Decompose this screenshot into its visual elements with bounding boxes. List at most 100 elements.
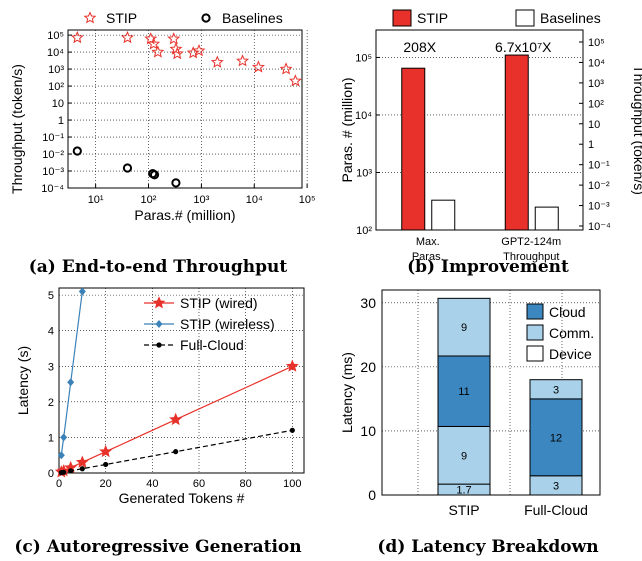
scatter-point-stip <box>147 37 161 50</box>
x-tick-label: STIP <box>448 502 479 518</box>
segment-value-label: 1.7 <box>456 485 471 497</box>
chart-autoregressive-generation: 0 1 2 3 4 5 0 20 40 60 80 100 Generated Tokens # Late… <box>15 287 305 506</box>
legend-swatch-comm <box>526 324 544 341</box>
scatter-point-stip <box>210 55 224 68</box>
y-tick-label-right: 10⁻¹ <box>588 160 610 172</box>
y-tick-label: 0 <box>368 487 376 503</box>
segment-value-label: 11 <box>458 386 469 398</box>
legend-label-comm: Comm. <box>549 325 594 341</box>
legend-label-baselines: Baselines <box>540 10 601 26</box>
y-tick-label-left: 10² <box>356 225 372 237</box>
stack-segment-comm <box>437 425 491 485</box>
scatter-point-stip <box>151 45 165 58</box>
y-tick-label: 10⁻³ <box>42 166 64 178</box>
series-point-2 <box>61 469 67 475</box>
y-tick-label-right: 10⁻⁴ <box>588 221 611 233</box>
series-point-2 <box>68 468 74 474</box>
y-tick-label: 10 <box>360 423 376 439</box>
bar-stip <box>504 54 529 231</box>
legend-marker-0 <box>152 296 166 309</box>
series-point-1 <box>57 451 65 460</box>
y-tick-label: 5 <box>48 290 54 302</box>
legend-label-cloud: Cloud <box>549 304 586 320</box>
y-tick-label: 10² <box>48 81 64 93</box>
caption-a: (a) End-to-end Throughput <box>29 257 288 277</box>
y-tick-label: 10⁴ <box>47 47 64 59</box>
legend-label-0: STIP (wired) <box>180 295 258 311</box>
x-tick-label: GPT2-124m <box>501 236 561 248</box>
scatter-point-stip <box>251 60 265 73</box>
scatter-point-stip <box>192 43 206 57</box>
segment-value-label: 3 <box>553 480 559 492</box>
y-tick-label: 1 <box>48 432 54 444</box>
y-tick-label-left: 10⁵ <box>355 52 372 64</box>
series-point-0 <box>99 444 113 458</box>
stack-segment-comm <box>437 297 491 357</box>
stack-segment-cloud <box>437 355 491 427</box>
legend-label-baselines: Baselines <box>222 10 283 26</box>
series-point-1 <box>60 433 68 442</box>
segment-value-label: 12 <box>550 432 562 444</box>
x-tick-label: 10⁴ <box>246 194 263 206</box>
scatter-point-stip <box>144 32 158 45</box>
y-tick-label: 10⁻² <box>42 149 64 161</box>
x-tick-label: 0 <box>56 478 62 490</box>
x-tick-label: 10⁵ <box>299 194 316 206</box>
scatter-point-stip <box>167 32 181 45</box>
x-tick-label: Paras. <box>412 251 444 263</box>
bar-stip <box>401 67 426 231</box>
plot-frame <box>375 29 584 231</box>
y-tick-label-right: 10 <box>588 119 600 131</box>
legend-label-1: STIP (wireless) <box>180 316 275 332</box>
scatter-point-stip <box>186 46 200 59</box>
plot-frame <box>58 287 305 474</box>
series-line-1 <box>60 291 83 456</box>
bar-baselines <box>431 199 456 231</box>
legend-marker-stip <box>83 11 97 24</box>
scatter-point-stip <box>70 30 84 44</box>
x-tick-label: Throughput <box>503 251 559 263</box>
stack-segment-cloud <box>529 398 583 477</box>
series-point-2 <box>289 427 295 433</box>
y-tick-label-right: 1 <box>588 139 594 151</box>
y-tick-label: 2 <box>48 397 54 409</box>
y-tick-label: 3 <box>48 361 54 373</box>
chart-latency-breakdown: 0 10 20 30 Latency (ms) 1.7 9 11 9 STIP 3 12 3 Full-C… <box>339 289 601 518</box>
series-point-0 <box>169 412 183 426</box>
series-point-2 <box>79 466 85 472</box>
scatter-point-stip <box>120 30 134 44</box>
series-point-1 <box>78 287 86 296</box>
series-point-0 <box>75 455 89 468</box>
y-tick-label: 4 <box>48 326 54 338</box>
scatter-point-stip <box>288 74 302 87</box>
legend-marker-baselines <box>201 13 211 23</box>
scatter-point-stip <box>279 62 293 75</box>
segment-value-label: 9 <box>461 450 467 462</box>
series-point-2 <box>103 461 109 468</box>
y-tick-label-right: 10⁻² <box>588 180 610 192</box>
bar-baselines <box>534 206 559 231</box>
x-tick-label: 100 <box>283 478 301 490</box>
legend-label-device: Device <box>549 346 592 362</box>
plot-frame <box>67 29 303 189</box>
x-tick-label: 80 <box>240 478 252 490</box>
x-axis-label: Paras.# (million) <box>134 207 235 223</box>
y-tick-label-right: 10⁴ <box>588 57 605 69</box>
caption-d: (d) Latency Breakdown <box>377 537 598 557</box>
scatter-point-stip <box>236 54 250 67</box>
x-tick-label: 10³ <box>193 194 209 206</box>
y-tick-label: 10 <box>52 98 64 110</box>
caption-c: (c) Autoregressive Generation <box>14 537 301 557</box>
y-tick-label: 30 <box>360 295 376 311</box>
y-tick-label: 20 <box>360 359 376 375</box>
series-point-2 <box>173 449 179 455</box>
legend-swatch-baselines <box>515 9 535 27</box>
x-tick-label: 20 <box>100 478 112 490</box>
improvement-annotation: 6.7x10⁷X <box>495 39 552 55</box>
chart-improvement: 10² 10³ 10⁴ 10⁵ 10⁵ 10⁴ 10³ 10² 10 1 10⁻¹ 10⁻² 10⁻³ 1… <box>339 9 642 263</box>
scatter-point-baselines <box>122 163 133 173</box>
improvement-annotation: 208X <box>403 39 436 55</box>
scatter-point-baselines <box>72 146 82 156</box>
legend-label-stip: STIP <box>106 10 137 26</box>
